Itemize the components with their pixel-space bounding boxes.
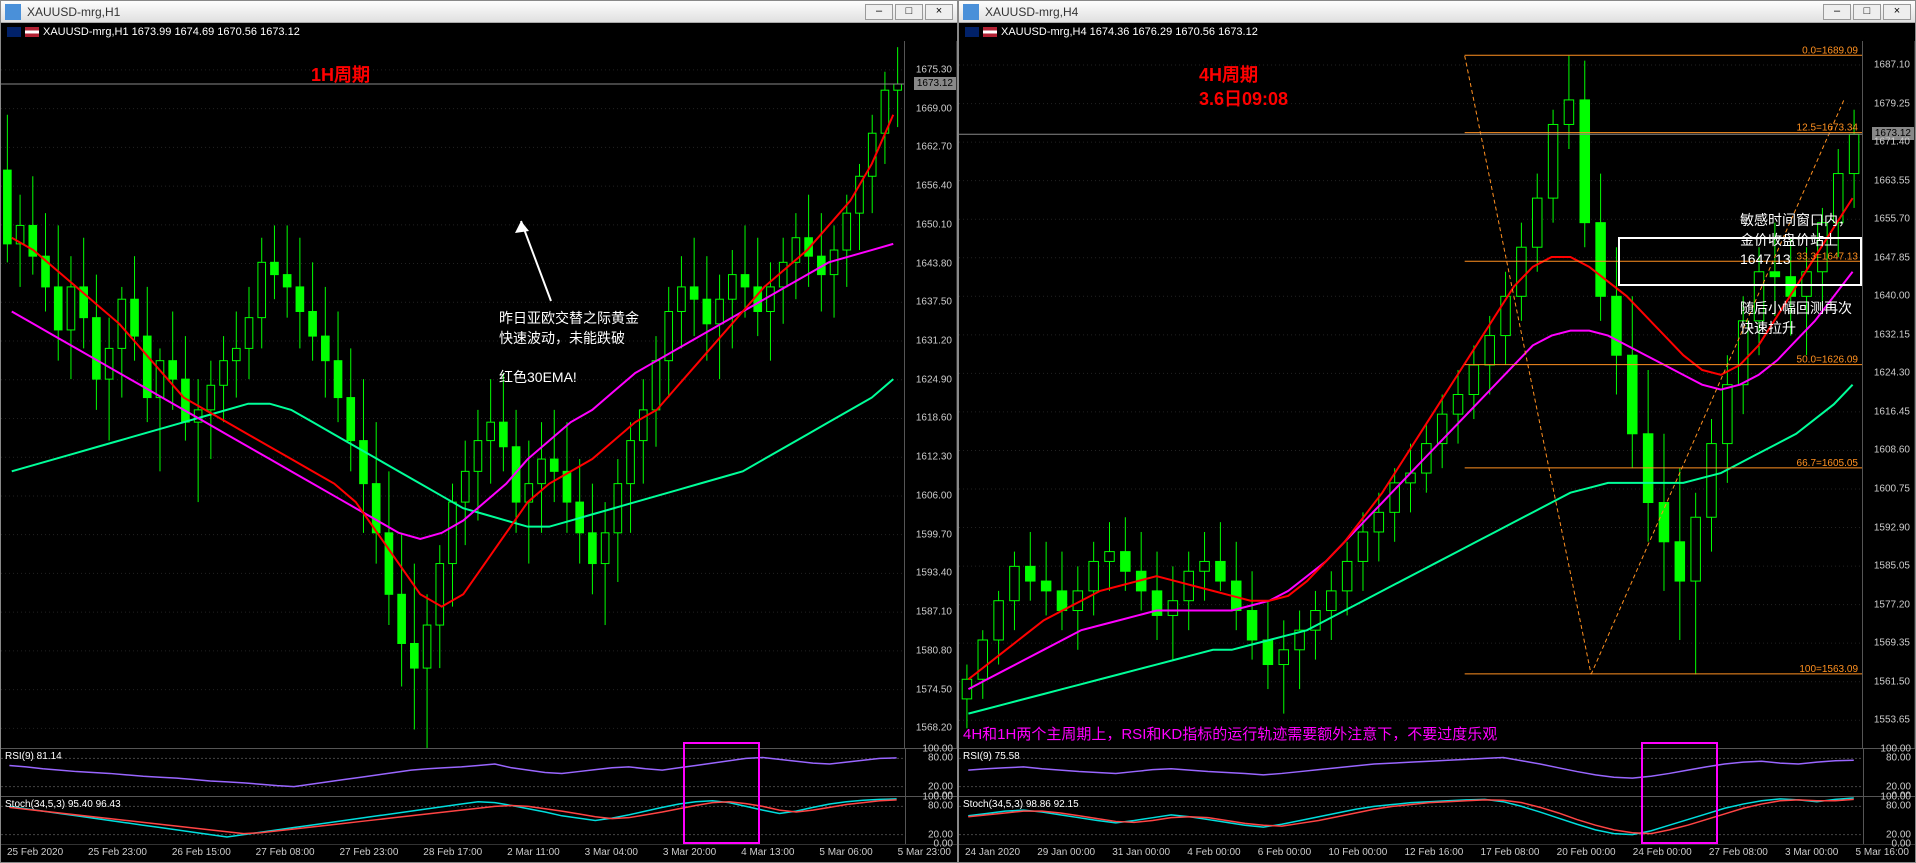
close-button[interactable]: ×	[925, 4, 953, 20]
period-label: 1H周期	[311, 61, 370, 87]
rsi-y-axis: 100.0080.0020.000.00	[1863, 749, 1915, 796]
stoch-y-axis: 100.0080.0020.000.00	[905, 797, 957, 844]
stoch-label: Stoch(34,5,3) 98.86 92.15	[963, 799, 1079, 810]
comment-text: 随后小幅回测再次 快速拉升	[1740, 299, 1852, 338]
svg-text:50.0=1626.09: 50.0=1626.09	[1797, 355, 1859, 366]
flag-icon	[7, 27, 21, 37]
svg-text:12.5=1673.34: 12.5=1673.34	[1797, 123, 1859, 134]
y-axis: 1673.12 1675.301669.001662.701656.401650…	[904, 41, 956, 748]
arrow-icon	[511, 211, 571, 311]
stoch-y-axis: 100.0080.0020.000.00	[1863, 797, 1915, 844]
minimize-button[interactable]: –	[865, 4, 893, 20]
main-chart[interactable]: 1H周期 昨日亚欧交替之际黄金 快速波动，未能跌破 红色30EMA! 1673.…	[1, 41, 957, 748]
period-label: 4H周期	[1199, 61, 1258, 87]
flag-icon	[983, 27, 997, 37]
x-axis: 25 Feb 202025 Feb 23:0026 Feb 15:0027 Fe…	[1, 844, 957, 862]
ohlc-text: XAUUSD-mrg,H1 1673.99 1674.69 1670.56 16…	[43, 26, 300, 38]
rsi-panel[interactable]: RSI(9) 81.14 100.0080.0020.000.00	[1, 748, 957, 796]
titlebar-left[interactable]: XAUUSD-mrg,H1 – □ ×	[1, 1, 957, 23]
close-button[interactable]: ×	[1883, 4, 1911, 20]
main-chart[interactable]: 0.0=1689.0912.5=1673.3433.3=1647.1350.0=…	[959, 41, 1915, 748]
highlight-box	[683, 742, 760, 844]
minimize-button[interactable]: –	[1823, 4, 1851, 20]
window-title: XAUUSD-mrg,H4	[985, 5, 1823, 19]
stoch-label: Stoch(34,5,3) 95.40 96.43	[5, 799, 121, 810]
comment-text: 敏感时间窗口内， 金价收盘价站上 1647.13	[1740, 211, 1852, 270]
app-icon	[5, 4, 21, 20]
ohlc-bar: XAUUSD-mrg,H1 1673.99 1674.69 1670.56 16…	[1, 23, 957, 41]
y-axis: 1673.12 1687.101679.251671.401663.551655…	[1862, 41, 1914, 748]
rsi-label: RSI(9) 75.58	[963, 751, 1020, 762]
left-chart-window: XAUUSD-mrg,H1 – □ × XAUUSD-mrg,H1 1673.9…	[0, 0, 958, 863]
price-tag: 1673.12	[914, 77, 956, 90]
svg-text:100=1563.09: 100=1563.09	[1799, 664, 1858, 675]
stoch-panel[interactable]: Stoch(34,5,3) 95.40 96.43 100.0080.0020.…	[1, 796, 957, 844]
bottom-note: 4H和1H两个主周期上，RSI和KD指标的运行轨迹需要额外注意下，不要过度乐观	[963, 723, 1858, 744]
flag-icon	[965, 27, 979, 37]
app-icon	[963, 4, 979, 20]
right-chart-window: XAUUSD-mrg,H4 – □ × XAUUSD-mrg,H4 1674.3…	[958, 0, 1916, 863]
comment-text: 昨日亚欧交替之际黄金 快速波动，未能跌破 红色30EMA!	[499, 309, 639, 387]
date-label: 3.6日09:08	[1199, 85, 1288, 111]
rsi-panel[interactable]: RSI(9) 75.58 100.0080.0020.000.00	[959, 748, 1915, 796]
titlebar-right[interactable]: XAUUSD-mrg,H4 – □ ×	[959, 1, 1915, 23]
ohlc-bar: XAUUSD-mrg,H4 1674.36 1676.29 1670.56 16…	[959, 23, 1915, 41]
maximize-button[interactable]: □	[1853, 4, 1881, 20]
window-title: XAUUSD-mrg,H1	[27, 5, 865, 19]
flag-icon	[25, 27, 39, 37]
svg-text:0.0=1689.09: 0.0=1689.09	[1802, 45, 1858, 56]
ohlc-text: XAUUSD-mrg,H4 1674.36 1676.29 1670.56 16…	[1001, 26, 1258, 38]
rsi-label: RSI(9) 81.14	[5, 751, 62, 762]
x-axis: 24 Jan 202029 Jan 00:0031 Jan 00:004 Feb…	[959, 844, 1915, 862]
maximize-button[interactable]: □	[895, 4, 923, 20]
svg-text:66.7=1605.05: 66.7=1605.05	[1797, 458, 1859, 469]
chart-container-left: XAUUSD-mrg,H1 1673.99 1674.69 1670.56 16…	[1, 23, 957, 862]
rsi-y-axis: 100.0080.0020.000.00	[905, 749, 957, 796]
highlight-box	[1641, 742, 1718, 844]
chart-container-right: XAUUSD-mrg,H4 1674.36 1676.29 1670.56 16…	[959, 23, 1915, 862]
stoch-panel[interactable]: Stoch(34,5,3) 98.86 92.15 100.0080.0020.…	[959, 796, 1915, 844]
